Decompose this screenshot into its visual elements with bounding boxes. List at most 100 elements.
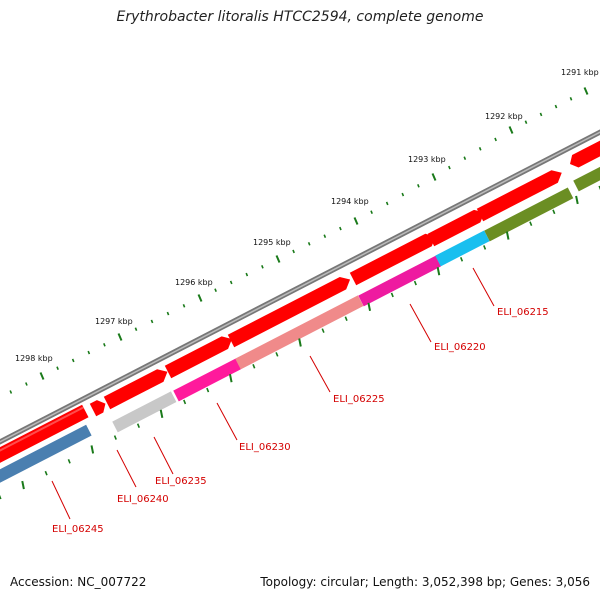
scale-minor-tick <box>539 112 543 117</box>
scale-labels: 1291 kbp 1292 kbp 1293 kbp 1294 kbp 1295 kbp… <box>15 68 599 363</box>
gene-arrow-next[interactable] <box>476 167 565 222</box>
leader-eli06245 <box>51 480 71 520</box>
cds-bar-eli06245[interactable] <box>0 424 92 486</box>
inner-tick <box>459 257 464 262</box>
gene-label-eli06245[interactable]: ELI_06245 <box>52 524 104 535</box>
inner-tick <box>0 494 2 500</box>
scale-minor-tick <box>448 165 451 170</box>
scale-label: 1294 kbp <box>331 197 369 206</box>
genome-title: Erythrobacter litoralis HTCC2594, comple… <box>116 9 484 25</box>
scale-label: 1291 kbp <box>561 68 599 77</box>
leader-eli06230 <box>216 402 238 441</box>
gene-label-eli06215[interactable]: ELI_06215 <box>497 307 549 318</box>
scale-minor-tick <box>229 280 233 285</box>
leader-eli06225 <box>309 355 331 393</box>
gene-label-eli06240[interactable]: ELI_06240 <box>117 494 169 505</box>
inner-tick <box>136 423 141 428</box>
inner-tick <box>67 459 71 464</box>
scale-minor-tick <box>71 358 75 363</box>
scale-label: 1296 kbp <box>175 278 213 287</box>
scale-minor-tick <box>25 382 28 386</box>
cds-bars <box>0 162 600 486</box>
gene-label-eli06235[interactable]: ELI_06235 <box>155 476 207 487</box>
scale-major-tick <box>431 173 437 181</box>
gene-arrow-edge[interactable] <box>567 134 600 170</box>
scale-major-tick <box>353 217 359 225</box>
scale-minor-tick <box>554 104 558 109</box>
scale-label: 1298 kbp <box>15 354 53 363</box>
gene-arrow-eli06235[interactable] <box>103 366 171 410</box>
cds-bar-eli06235[interactable] <box>112 391 177 433</box>
inner-tick <box>183 399 187 405</box>
inner-tick <box>228 373 233 383</box>
cds-bar-eli06230[interactable] <box>173 358 241 402</box>
scale-minor-tick <box>214 288 217 292</box>
inner-tick <box>252 363 256 369</box>
scale-minor-tick <box>166 311 170 316</box>
scale-major-tick <box>583 87 589 95</box>
scale-minor-tick <box>370 210 373 214</box>
inner-tick <box>552 209 556 215</box>
gene-arrow-eli06230[interactable] <box>164 333 235 379</box>
gene-arrow-eli06215[interactable] <box>427 206 488 247</box>
gene-label-eli06230[interactable]: ELI_06230 <box>239 442 291 453</box>
leader-eli06220 <box>409 303 432 343</box>
scale-major-tick <box>117 333 123 341</box>
gene-labels: ELI_06215 ELI_06220 ELI_06225 ELI_06230 … <box>52 307 549 535</box>
scale-major-tick <box>39 372 45 380</box>
gene-label-eli06220[interactable]: ELI_06220 <box>434 342 486 353</box>
cds-bar-edge[interactable] <box>573 162 600 192</box>
topology-text: Topology: circular; Length: 3,052,398 bp… <box>260 575 590 589</box>
gene-arrow-eli06225[interactable] <box>227 273 353 348</box>
scale-minor-tick <box>569 97 573 101</box>
scale-label: 1292 kbp <box>485 112 523 121</box>
scale-minor-tick <box>134 327 138 331</box>
leader-eli06235 <box>153 436 174 475</box>
scale-minor-tick <box>103 343 106 347</box>
accession-text: Accession: NC_007722 <box>10 575 147 589</box>
inner-tick <box>598 185 600 191</box>
inner-tick <box>413 280 417 286</box>
scale-minor-tick <box>261 265 264 269</box>
scale-minor-tick <box>401 192 405 197</box>
scale-label: 1293 kbp <box>408 155 446 164</box>
inner-tick <box>298 338 302 347</box>
scale-major-tick <box>275 255 281 263</box>
cds-bar-eli06215[interactable] <box>435 230 490 267</box>
scale-label: 1297 kbp <box>95 317 133 326</box>
gene-arrow-eli06240[interactable] <box>89 397 109 417</box>
inner-tick <box>344 316 348 322</box>
gene-arrow-eli06220[interactable] <box>349 230 439 286</box>
scale-minor-tick <box>56 366 59 370</box>
gene-leaders <box>51 267 495 520</box>
inner-tick <box>113 435 117 440</box>
genome-backbone-highlight <box>0 131 600 443</box>
gene-arrow-eli06245[interactable] <box>0 404 89 466</box>
scale-minor-tick <box>307 242 311 246</box>
inner-tick <box>367 302 372 312</box>
gene-label-eli06225[interactable]: ELI_06225 <box>333 394 385 405</box>
scale-ticks <box>9 87 589 394</box>
scale-minor-tick <box>478 147 482 151</box>
inner-ticks <box>0 185 600 500</box>
inner-tick <box>436 266 441 276</box>
scale-minor-tick <box>339 226 342 231</box>
leader-eli06240 <box>116 449 137 488</box>
scale-major-tick <box>508 126 514 134</box>
scale-minor-tick <box>463 156 467 160</box>
cds-bar-eli06220[interactable] <box>358 255 442 307</box>
inner-tick <box>390 292 394 298</box>
scale-minor-tick <box>87 350 91 355</box>
inner-tick <box>575 195 579 205</box>
scale-minor-tick <box>417 184 420 188</box>
scale-minor-tick <box>182 304 186 308</box>
inner-tick <box>321 328 325 333</box>
scale-minor-tick <box>245 272 249 277</box>
cds-bar-eli06225[interactable] <box>235 295 364 370</box>
inner-tick <box>505 231 510 240</box>
inner-tick <box>483 245 487 250</box>
cds-bar-next[interactable] <box>484 187 574 242</box>
scale-minor-tick <box>323 234 327 238</box>
inner-tick <box>159 409 164 419</box>
